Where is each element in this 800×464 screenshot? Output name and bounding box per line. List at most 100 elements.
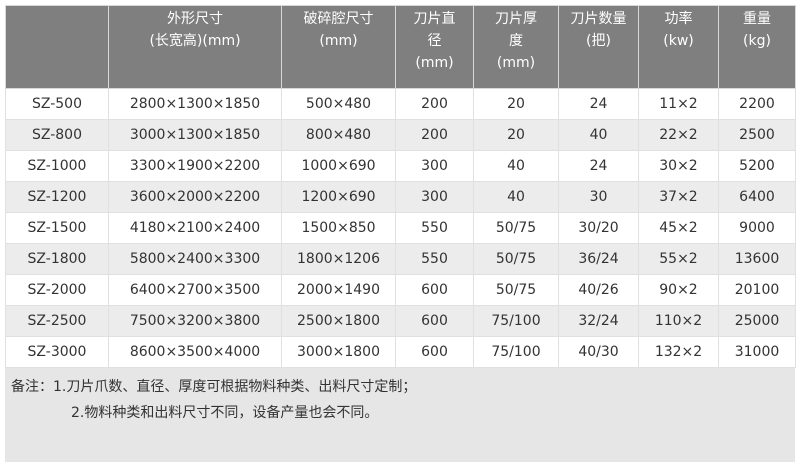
header-line: 刀片直 bbox=[413, 11, 456, 27]
table-cell: 550 bbox=[395, 243, 474, 275]
table-row: SZ-1200 3600×2000×2200 1200×690 300 40 30 37×2… bbox=[5, 181, 796, 213]
table-cell: SZ-1000 bbox=[5, 150, 109, 182]
header-line: (mm) bbox=[415, 55, 454, 71]
table-cell: 3000×1800 bbox=[281, 336, 396, 368]
table-cell: 600 bbox=[395, 336, 474, 368]
table-cell: SZ-2500 bbox=[5, 305, 109, 337]
table-cell: 8600×3500×4000 bbox=[108, 336, 282, 368]
table-cell: 75/100 bbox=[473, 336, 559, 368]
table-cell: 6400 bbox=[718, 181, 796, 213]
table-cell: 22×2 bbox=[638, 119, 719, 151]
table-cell: SZ-1200 bbox=[5, 181, 109, 213]
table-cell: 30×2 bbox=[638, 150, 719, 182]
table-cell: 1500×850 bbox=[281, 212, 396, 244]
table-cell: 200 bbox=[395, 88, 474, 120]
note-line-1: 备注：1.刀片爪数、直径、厚度可根据物料种类、出料尺寸定制； bbox=[11, 379, 417, 395]
header-line: 刀片数量 bbox=[570, 11, 627, 27]
header-line bbox=[6, 30, 108, 52]
table-cell: 3300×1900×2200 bbox=[108, 150, 282, 182]
column-header: 重量 (kg) bbox=[718, 5, 796, 89]
column-header: 刀片厚度 (mm) bbox=[473, 5, 559, 89]
table-cell: 300 bbox=[395, 150, 474, 182]
table-cell: 24 bbox=[558, 88, 639, 120]
table-cell: 132×2 bbox=[638, 336, 719, 368]
table-cell: SZ-2000 bbox=[5, 274, 109, 306]
header-line: 刀片厚 bbox=[495, 11, 537, 27]
table-cell: SZ-500 bbox=[5, 88, 109, 120]
table-row: SZ-1500 4180×2100×2400 1500×850 550 50/75 30/… bbox=[5, 212, 796, 244]
table-cell: SZ-800 bbox=[5, 119, 109, 151]
header-line: 功率 bbox=[664, 11, 693, 27]
table-cell: 2500 bbox=[718, 119, 796, 151]
header-line: (长宽高)(mm) bbox=[149, 33, 241, 49]
table-row: SZ-2000 6400×2700×3500 2000×1490 600 50/75 40… bbox=[5, 274, 796, 306]
table-cell: 500×480 bbox=[281, 88, 396, 120]
table-cell: 550 bbox=[395, 212, 474, 244]
header-line: (mm) bbox=[319, 33, 358, 49]
table-cell: 3600×2000×2200 bbox=[108, 181, 282, 213]
table-cell: 2500×1800 bbox=[281, 305, 396, 337]
table-cell: 40/26 bbox=[558, 274, 639, 306]
table-row: SZ-2500 7500×3200×3800 2500×1800 600 75/100 3… bbox=[5, 305, 796, 337]
table-cell: 40/30 bbox=[558, 336, 639, 368]
table-cell: 32/24 bbox=[558, 305, 639, 337]
header-line bbox=[6, 8, 108, 30]
table-cell: 7500×3200×3800 bbox=[108, 305, 282, 337]
column-header: 外形尺寸 (长宽高)(mm) bbox=[108, 5, 282, 89]
table-cell: 200 bbox=[395, 119, 474, 151]
header-line: 径 bbox=[427, 33, 442, 49]
table-row: SZ-3000 8600×3500×4000 3000×1800 600 75/100 4… bbox=[5, 336, 796, 368]
table-cell: 20 bbox=[473, 119, 559, 151]
header-line: (把) bbox=[586, 33, 611, 49]
table-cell: 2800×1300×1850 bbox=[108, 88, 282, 120]
table-cell: 45×2 bbox=[638, 212, 719, 244]
table-cell: 75/100 bbox=[473, 305, 559, 337]
header-line: 度 bbox=[509, 33, 523, 49]
spec-table-container: 外形尺寸 (长宽高)(mm) 破碎腔尺寸 (mm) 刀片直径 (mm) 刀片厚度 (mm) 刀片… bbox=[5, 5, 796, 462]
spec-table: 外形尺寸 (长宽高)(mm) 破碎腔尺寸 (mm) 刀片直径 (mm) 刀片厚度 (mm) 刀片… bbox=[5, 5, 796, 368]
table-cell: 30/20 bbox=[558, 212, 639, 244]
table-cell: 50/75 bbox=[473, 274, 559, 306]
header-line: 重量 bbox=[743, 11, 771, 27]
table-row: SZ-1800 5800×2400×3300 1800×1206 550 50/75 36… bbox=[5, 243, 796, 275]
header-line: (kw) bbox=[663, 33, 694, 49]
table-cell: 5800×2400×3300 bbox=[108, 243, 282, 275]
header-row: 外形尺寸 (长宽高)(mm) 破碎腔尺寸 (mm) 刀片直径 (mm) 刀片厚度 (mm) 刀片… bbox=[5, 5, 796, 89]
table-cell: 11×2 bbox=[638, 88, 719, 120]
table-cell: 3000×1300×1850 bbox=[108, 119, 282, 151]
table-cell: SZ-1500 bbox=[5, 212, 109, 244]
table-cell: 40 bbox=[473, 181, 559, 213]
table-cell: SZ-1800 bbox=[5, 243, 109, 275]
table-cell: 13600 bbox=[718, 243, 796, 275]
table-row: SZ-500 2800×1300×1850 500×480 200 20 24 11×2 22… bbox=[5, 88, 796, 120]
header-line: (mm) bbox=[496, 55, 536, 71]
table-cell: 600 bbox=[395, 274, 474, 306]
column-header: 功率 (kw) bbox=[638, 5, 719, 89]
table-cell: 24 bbox=[558, 150, 639, 182]
table-cell: 2200 bbox=[718, 88, 796, 120]
table-cell: 300 bbox=[395, 181, 474, 213]
column-header: 破碎腔尺寸 (mm) bbox=[281, 5, 396, 89]
column-header: 刀片数量 (把) bbox=[558, 5, 639, 89]
table-cell: 20100 bbox=[718, 274, 796, 306]
table-cell: 600 bbox=[395, 305, 474, 337]
table-cell: 50/75 bbox=[473, 212, 559, 244]
table-cell: 110×2 bbox=[638, 305, 719, 337]
table-cell: 9000 bbox=[718, 212, 796, 244]
table-cell: 4180×2100×2400 bbox=[108, 212, 282, 244]
table-cell: 25000 bbox=[718, 305, 796, 337]
table-cell: 20 bbox=[473, 88, 559, 120]
table-cell: 2000×1490 bbox=[281, 274, 396, 306]
table-cell: 36/24 bbox=[558, 243, 639, 275]
column-header: 刀片直径 (mm) bbox=[395, 5, 474, 89]
column-header bbox=[5, 5, 109, 89]
header-line: 外形尺寸 bbox=[167, 11, 223, 27]
table-cell: 1000×690 bbox=[281, 150, 396, 182]
table-cell: 800×480 bbox=[281, 119, 396, 151]
table-row: SZ-800 3000×1300×1850 800×480 200 20 40 22×2 25… bbox=[5, 119, 796, 151]
table-cell: 5200 bbox=[718, 150, 796, 182]
note-line-2: 2.物料种类和出料尺寸不同，设备产量也会不同。 bbox=[71, 405, 379, 421]
table-cell: 1800×1206 bbox=[281, 243, 396, 275]
table-cell: 1200×690 bbox=[281, 181, 396, 213]
table-cell: 37×2 bbox=[638, 181, 719, 213]
